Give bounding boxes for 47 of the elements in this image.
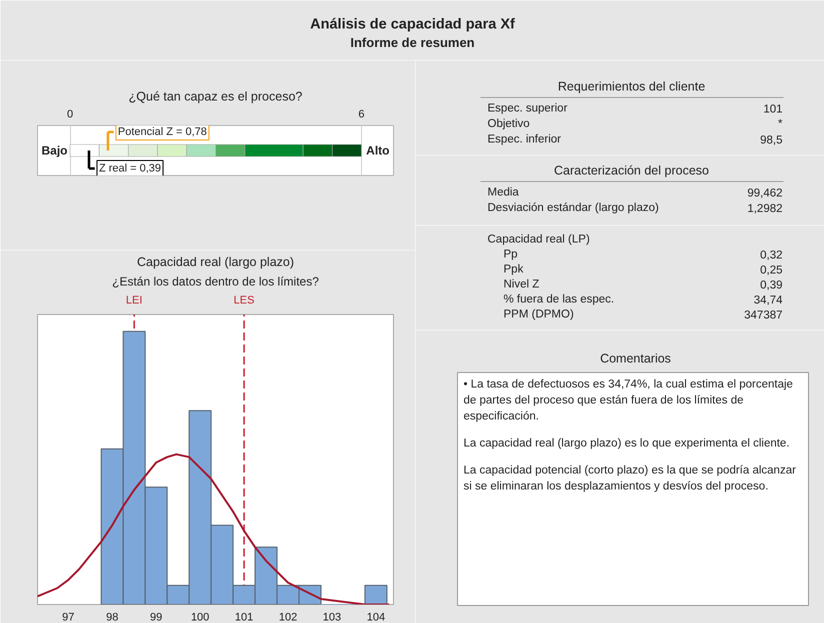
text: Espec. inferior (488, 134, 562, 146)
text: % fuera de las espec. (504, 294, 614, 306)
ref-line-label: LEI (126, 294, 142, 306)
text: 347387 (744, 310, 782, 322)
ref-line-label: LES (234, 294, 254, 306)
text: 0,32 (760, 250, 783, 262)
chart-title: Capacidad real (largo plazo) (136, 255, 294, 269)
text: Desviación estándar (largo plazo) (488, 202, 659, 214)
ref-line-label: Potencial Z = 0,78 (118, 126, 207, 138)
x-tick-label: 101 (234, 612, 254, 623)
text: Análisis de capacidad para Xf (310, 16, 516, 32)
text: La capacidad real (largo plazo) es lo que experimenta el cliente. (464, 438, 790, 450)
x-tick-label: 100 (190, 612, 210, 623)
annotation: Bajo (42, 144, 68, 158)
x-tick-label: 104 (366, 612, 386, 623)
text: Objetivo (488, 118, 530, 130)
x-tick-label: 0 (66, 108, 74, 120)
text: 0,25 (760, 264, 783, 276)
text: * (778, 118, 784, 130)
x-tick-label: 97 (62, 612, 74, 623)
chart-subtitle: ¿Están los datos dentro de los límites? (112, 274, 320, 288)
text: 1,2982 (747, 203, 783, 215)
text: • La tasa de defectuosos es 34,74%, la cual estima el porcentaje de partes del proceso que están fuera de los límites de especificación. (464, 378, 793, 422)
ref-line-label: Z real = 0,39 (98, 162, 162, 174)
x-tick-label: 102 (278, 612, 298, 623)
text: 98,5 (760, 134, 783, 146)
text: Capacidad real (LP) (488, 234, 590, 246)
text: PPM (DPMO) (504, 308, 574, 320)
text: Caracterización del proceso (554, 164, 710, 178)
text: Comentarios (600, 352, 671, 366)
annotation: Alto (366, 144, 390, 158)
text: 99,462 (747, 188, 783, 200)
chart-title: ¿Qué tan capaz es el proceso? (128, 90, 302, 104)
text: La capacidad potencial (corto plazo) es la que se podría alcanzar si se eliminaran los desplazamientos y desvíos del proceso. (464, 464, 796, 492)
text: Pp (504, 248, 518, 260)
text: Media (488, 186, 520, 198)
x-tick-label: 99 (150, 612, 162, 623)
text: Nivel Z (504, 278, 540, 290)
text: Requerimientos del cliente (558, 80, 706, 94)
text: Informe de resumen (350, 35, 475, 50)
x-tick-label: 98 (106, 612, 118, 623)
text: Ppk (504, 264, 524, 276)
text: 0,39 (760, 280, 783, 292)
text: 34,74 (754, 294, 784, 306)
x-tick-label: 6 (358, 108, 365, 120)
x-tick-label: 103 (322, 612, 342, 623)
text: Espec. superior (488, 102, 568, 114)
